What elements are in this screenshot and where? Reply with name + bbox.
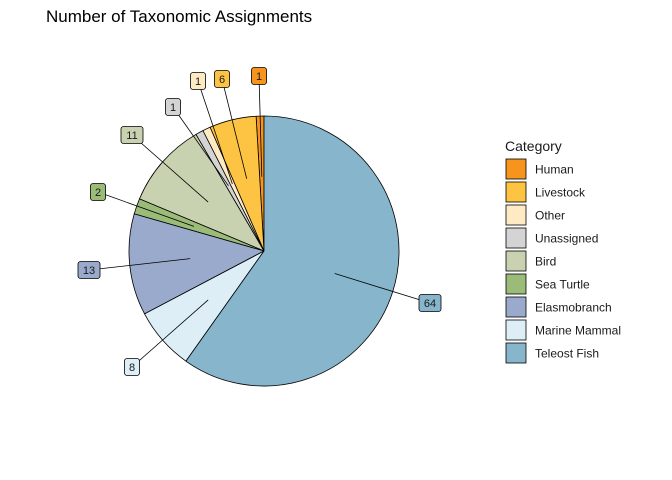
legend-key-elasmobranch <box>505 296 527 318</box>
legend-key-sea-turtle <box>505 273 527 295</box>
pie-slice-teleost-fish <box>185 115 400 387</box>
legend-title: Category <box>505 138 562 154</box>
legend-key-livestock <box>505 181 527 203</box>
legend-key-other <box>505 204 527 226</box>
data-label-box-livestock <box>214 70 230 88</box>
data-label-box-marine-mammal <box>124 358 140 376</box>
leader-line-marine-mammal <box>131 299 209 368</box>
legend-label-bird: Bird <box>535 255 556 269</box>
leader-line-sea-turtle <box>97 191 195 227</box>
leader-line-livestock <box>221 78 248 179</box>
data-label-box-human <box>251 67 267 85</box>
data-label-sea-turtle: 2 <box>95 187 101 199</box>
data-label-box-bird <box>120 126 144 144</box>
leader-line-bird <box>131 134 209 203</box>
data-label-unassigned: 1 <box>170 102 176 114</box>
data-label-box-elasmobranch <box>77 261 101 279</box>
data-label-human: 1 <box>256 71 262 83</box>
data-label-box-sea-turtle <box>90 183 106 201</box>
legend-label-human: Human <box>535 163 574 177</box>
chart-title: Number of Taxonomic Assignments <box>46 7 312 26</box>
data-label-bird: 11 <box>126 130 137 142</box>
legend-label-livestock: Livestock <box>535 186 586 200</box>
legend-key-bird <box>505 250 527 272</box>
data-label-elasmobranch: 13 <box>83 265 95 277</box>
data-label-livestock: 6 <box>219 74 225 86</box>
legend-key-teleost-fish <box>505 342 527 364</box>
leader-line-other <box>197 80 233 184</box>
legend-label-marine-mammal: Marine Mammal <box>535 324 621 338</box>
legend-label-elasmobranch: Elasmobranch <box>535 301 612 315</box>
legend-label-sea-turtle: Sea Turtle <box>535 278 590 292</box>
data-label-box-teleost-fish <box>418 294 442 312</box>
leader-line-teleost-fish <box>334 273 431 304</box>
legend-key-marine-mammal <box>505 319 527 341</box>
legend-label-teleost-fish: Teleost Fish <box>535 347 599 361</box>
leader-line-unassigned <box>172 106 229 187</box>
data-label-teleost-fish: 64 <box>424 298 436 310</box>
data-label-box-unassigned <box>165 98 181 116</box>
data-label-box-other <box>190 72 206 90</box>
legend-label-unassigned: Unassigned <box>535 232 598 246</box>
data-label-other: 1 <box>195 76 201 88</box>
pie-slices <box>128 115 400 387</box>
legend: Category Human Livestock Other Unassigned Bi… <box>505 138 621 364</box>
data-label-marine-mammal: 8 <box>129 362 135 374</box>
leader-line-human <box>258 75 263 177</box>
legend-key-unassigned <box>505 227 527 249</box>
legend-label-other: Other <box>535 209 565 223</box>
legend-key-human <box>505 158 527 180</box>
pie-slice-elasmobranch <box>128 213 266 315</box>
leader-line-elasmobranch <box>88 258 191 271</box>
